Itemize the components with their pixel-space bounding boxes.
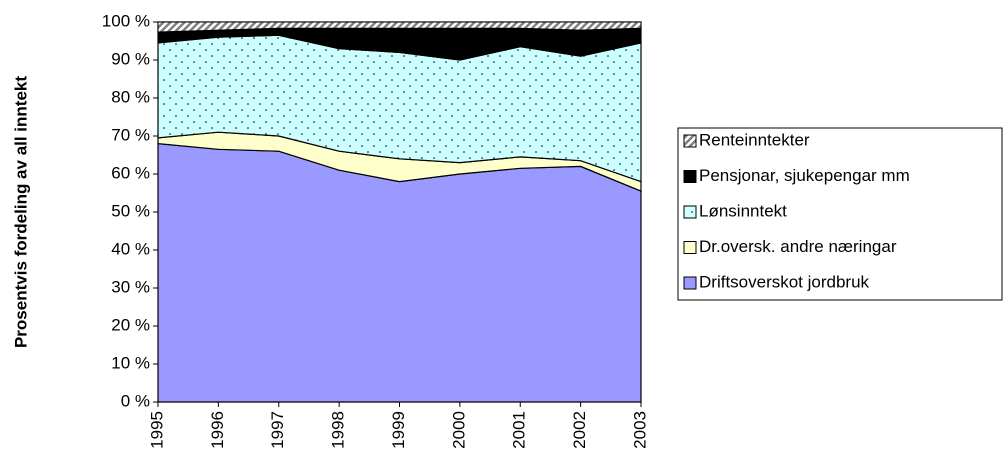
legend-swatch bbox=[683, 276, 697, 290]
y-tick-label: 50 % bbox=[111, 201, 150, 220]
x-tick-label: 1998 bbox=[329, 411, 348, 449]
x-tick-label: 1999 bbox=[389, 411, 408, 449]
y-tick-label: 0 % bbox=[121, 391, 150, 410]
y-tick-label: 70 % bbox=[111, 125, 150, 144]
y-tick-label: 100 % bbox=[102, 11, 150, 30]
y-tick-label: 10 % bbox=[111, 353, 150, 372]
legend-swatch bbox=[683, 170, 697, 183]
y-axis-title: Prosentvis fordeling av all inntekt bbox=[11, 76, 30, 348]
x-tick-label: 2003 bbox=[630, 411, 649, 449]
legend-label: Driftsoverskot jordbruk bbox=[699, 272, 870, 291]
legend-swatch-pattern bbox=[683, 134, 697, 148]
x-tick-label: 2001 bbox=[510, 411, 529, 449]
area bbox=[157, 142, 642, 403]
y-tick-label: 60 % bbox=[111, 163, 150, 182]
y-tick-label: 30 % bbox=[111, 277, 150, 296]
x-tick-label: 2002 bbox=[570, 411, 589, 449]
legend-label: Pensjonar, sjukepengar mm bbox=[699, 166, 910, 185]
x-tick-label: 1997 bbox=[268, 411, 287, 449]
x-tick-label: 1996 bbox=[208, 411, 227, 449]
y-tick-label: 90 % bbox=[111, 49, 150, 68]
legend-frame bbox=[677, 127, 1003, 301]
y-tick-label: 40 % bbox=[111, 239, 150, 258]
y-tick-label: 80 % bbox=[111, 87, 150, 106]
legend-swatch-pattern bbox=[683, 205, 697, 219]
legend-swatch bbox=[683, 241, 697, 254]
x-tick-label: 2000 bbox=[449, 411, 468, 449]
legend-label: Dr.oversk. andre næringar bbox=[699, 237, 897, 256]
legend-label: Lønsinntekt bbox=[699, 201, 787, 220]
legend-label: Renteinntekter bbox=[699, 130, 810, 149]
y-tick-label: 20 % bbox=[111, 315, 150, 334]
x-tick-label: 1995 bbox=[147, 411, 166, 449]
